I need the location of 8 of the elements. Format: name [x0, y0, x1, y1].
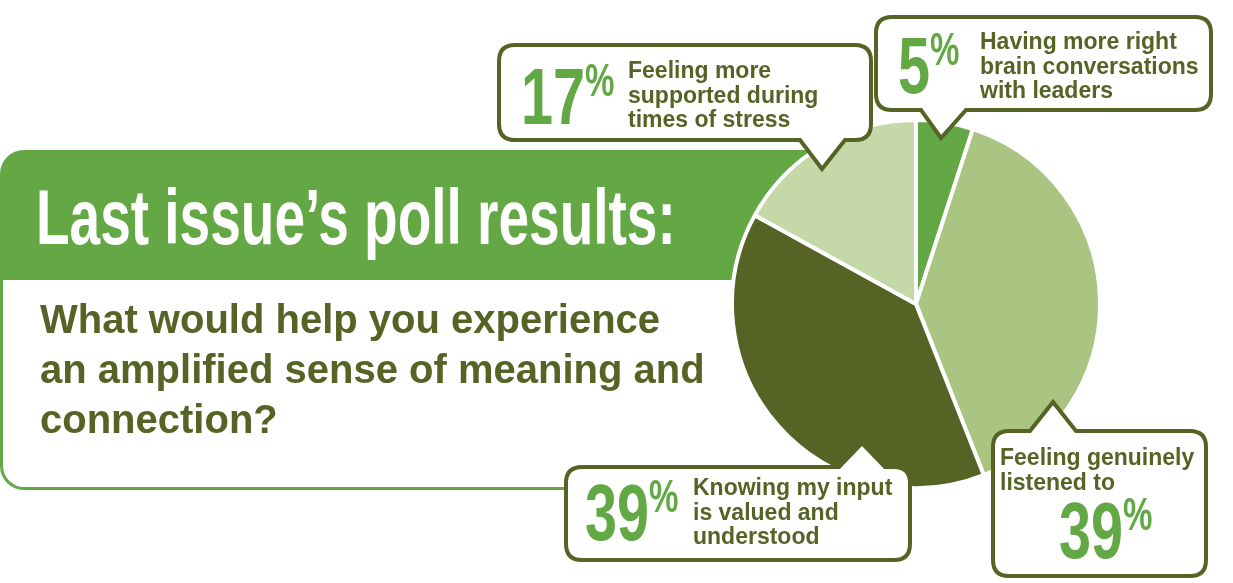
slice-label: Feeling more supported during times of stress: [628, 57, 820, 132]
slice-label: Knowing my input is valued and understood: [693, 474, 894, 549]
text: Last issue’s poll results:: [36, 173, 676, 261]
data-label: 39%: [585, 468, 679, 557]
slice-label: Having more right brain conversations with leaders: [980, 28, 1200, 103]
text: What would help you experience an amplified sense of meaning and connection?: [40, 296, 706, 443]
data-label: 5%: [898, 21, 960, 110]
data-label: 17%: [521, 52, 615, 141]
